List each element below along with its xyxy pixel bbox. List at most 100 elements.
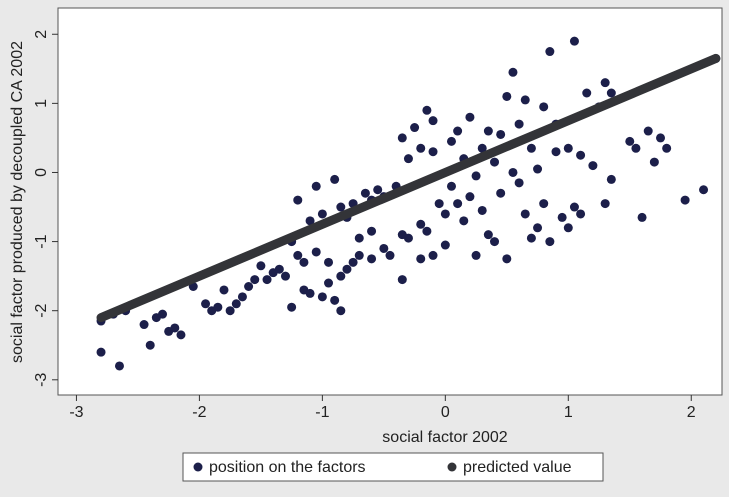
scatter-point (440, 209, 450, 219)
scatter-point (262, 275, 272, 285)
scatter-point (256, 261, 266, 271)
scatter-point (557, 212, 567, 222)
scatter-point (158, 309, 168, 319)
scatter-point (582, 88, 592, 98)
scatter-point (483, 126, 493, 136)
scatter-point (336, 306, 346, 316)
scatter-point (490, 237, 500, 247)
scatter-point (213, 302, 223, 312)
scatter-point (606, 88, 616, 98)
scatter-point (662, 143, 672, 153)
scatter-point (428, 147, 438, 157)
scatter-point (342, 264, 352, 274)
scatter-point (502, 254, 512, 264)
x-tick-label: -2 (192, 404, 206, 421)
scatter-point (139, 320, 149, 330)
scatter-point (403, 233, 413, 243)
scatter-point (237, 292, 247, 302)
scatter-point (219, 285, 229, 295)
scatter-point (625, 136, 635, 146)
scatter-point (440, 240, 450, 250)
scatter-point (551, 147, 561, 157)
scatter-point (533, 223, 543, 233)
scatter-point (311, 247, 321, 257)
scatter-point (483, 230, 493, 240)
scatter-point (367, 254, 377, 264)
scatter-point (416, 143, 426, 153)
scatter-point (96, 347, 106, 357)
scatter-point (324, 278, 334, 288)
scatter-point (496, 188, 506, 198)
scatter-point (446, 181, 456, 191)
scatter-point (305, 216, 315, 226)
scatter-point (336, 202, 346, 212)
scatter-point (545, 237, 555, 247)
scatter-point (533, 164, 543, 174)
scatter-point (569, 36, 579, 46)
scatter-point (514, 178, 524, 188)
scatter-point (502, 91, 512, 101)
scatter-point (416, 254, 426, 264)
x-tick-label: 2 (687, 404, 696, 421)
y-tick-label: -1 (33, 234, 50, 248)
scatter-point (348, 257, 358, 267)
scatter-point (416, 219, 426, 229)
scatter-point (526, 233, 536, 243)
scatter-point (637, 212, 647, 222)
scatter-point (477, 143, 487, 153)
scatter-point (453, 126, 463, 136)
legend-label: predicted value (463, 459, 572, 476)
scatter-point (403, 154, 413, 164)
y-axis-title: social factor produced by decoupled CA 2… (9, 41, 26, 363)
x-tick-label: 0 (441, 404, 450, 421)
scatter-point (563, 143, 573, 153)
y-tick-label: 1 (33, 99, 50, 108)
scatter-point (600, 78, 610, 88)
scatter-point (526, 143, 536, 153)
y-tick-label: 0 (33, 168, 50, 177)
scatter-point (508, 167, 518, 177)
scatter-point (569, 202, 579, 212)
scatter-point (649, 157, 659, 167)
scatter-point (471, 250, 481, 260)
scatter-point (600, 199, 610, 209)
scatter-point (422, 105, 432, 115)
scatter-point (176, 330, 186, 340)
y-tick-label: -3 (33, 373, 50, 387)
scatter-point (231, 299, 241, 309)
x-tick-label: 1 (564, 404, 573, 421)
predicted-line (96, 53, 721, 323)
scatter-point (539, 102, 549, 112)
scatter-point (563, 223, 573, 233)
scatter-point (446, 136, 456, 146)
scatter-point (397, 133, 407, 143)
scatter-point (201, 299, 211, 309)
scatter-point (428, 250, 438, 260)
scatter-point (274, 264, 284, 274)
scatter-point (471, 171, 481, 181)
scatter-point (330, 295, 340, 305)
scatter-point (520, 95, 530, 105)
scatter-point (244, 282, 254, 292)
legend-marker (447, 462, 457, 472)
scatter-point (539, 199, 549, 209)
scatter-point (453, 199, 463, 209)
scatter-point (385, 250, 395, 260)
legend-marker (193, 462, 203, 472)
scatter-point (317, 292, 327, 302)
scatter-point (588, 161, 598, 171)
scatter-point (514, 119, 524, 129)
legend-label: position on the factors (209, 459, 366, 476)
x-tick-label: -3 (69, 404, 83, 421)
scatter-point (465, 112, 475, 122)
scatter-point (656, 133, 666, 143)
scatter-point (293, 195, 303, 205)
y-tick-label: 2 (33, 30, 50, 39)
scatter-point (280, 271, 290, 281)
scatter-point (465, 192, 475, 202)
scatter-point (576, 150, 586, 160)
scatter-point (606, 174, 616, 184)
scatter-point (576, 209, 586, 219)
scatter-point (145, 340, 155, 350)
